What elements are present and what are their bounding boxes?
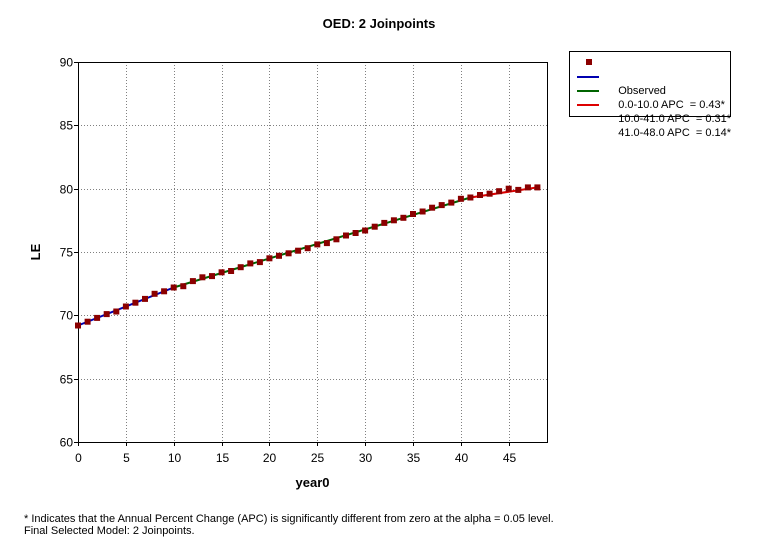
- segment-1-line-icon: [577, 76, 599, 78]
- segment-3-line-icon: [577, 104, 599, 106]
- observed-point: [515, 186, 522, 193]
- observed-point: [209, 273, 215, 280]
- legend-label-observed: Observed: [618, 85, 666, 97]
- y-tick-label: 90: [60, 56, 74, 70]
- observed-point: [199, 274, 206, 281]
- footnote-significance: * Indicates that the Annual Percent Chan…: [24, 513, 554, 525]
- observed-point: [477, 192, 483, 198]
- x-axis-title: year0: [296, 475, 330, 490]
- observed-point: [122, 303, 129, 310]
- observed-point: [505, 185, 512, 192]
- legend-label-segment-2: 10.0-41.0 APC = 0.31*: [618, 113, 732, 125]
- observed-point: [276, 252, 282, 259]
- observed-point: [419, 208, 426, 215]
- x-tick-label: 25: [311, 451, 325, 465]
- x-tick-label: 15: [216, 451, 230, 465]
- observed-point: [400, 214, 407, 221]
- observed-point: [457, 195, 464, 202]
- observed-point: [237, 264, 244, 271]
- observed-point: [381, 219, 388, 226]
- observed-point: [410, 211, 416, 217]
- observed-point: [266, 255, 273, 262]
- y-tick-label: 60: [60, 436, 74, 450]
- observed-point: [314, 241, 321, 248]
- observed-point: [84, 318, 91, 325]
- observed-point: [218, 269, 225, 276]
- observed-point: [228, 268, 235, 274]
- plot-frame: [78, 62, 548, 443]
- observed-point: [247, 260, 254, 267]
- x-tick-label: 40: [455, 451, 469, 465]
- observed-point: [94, 314, 101, 321]
- series-lines: [77, 186, 538, 327]
- observed-point: [256, 259, 263, 266]
- legend-item-segment-1: 0.0-10.0 APC = 0.43*: [570, 70, 730, 111]
- observed-point: [75, 322, 81, 329]
- observed-point: [534, 184, 541, 191]
- observed-point: [103, 311, 110, 318]
- legend-item-observed: Observed: [570, 56, 730, 97]
- x-tick-label: 45: [503, 451, 517, 465]
- chart-title: OED: 2 Joinpoints: [322, 16, 436, 31]
- observed-point: [151, 290, 158, 297]
- observed-point: [333, 236, 340, 243]
- observed-point: [448, 199, 455, 206]
- observed-point: [189, 278, 196, 285]
- x-tick-label: 10: [168, 451, 182, 465]
- observed-point: [285, 250, 292, 257]
- observed-point: [390, 217, 397, 224]
- x-tick-label: 0: [75, 451, 82, 465]
- observed-point: [371, 223, 378, 230]
- observed-point: [161, 288, 168, 295]
- observed-point: [295, 247, 302, 254]
- y-tick-label: 70: [60, 309, 74, 323]
- observed-point: [496, 188, 503, 195]
- observed-point: [180, 283, 187, 290]
- legend-item-segment-2: 10.0-41.0 APC = 0.31*: [570, 84, 731, 125]
- observed-point: [524, 184, 531, 191]
- observed-point: [343, 232, 349, 239]
- legend-label-segment-3: 41.0-48.0 APC = 0.14*: [618, 127, 732, 139]
- x-tick-label: 30: [359, 451, 373, 465]
- x-tick-label: 20: [263, 451, 277, 465]
- legend-label-segment-1: 0.0-10.0 APC = 0.43*: [618, 99, 725, 111]
- segment-2-line: [173, 196, 471, 289]
- observed-point: [429, 204, 436, 211]
- observed-points: [75, 184, 541, 329]
- observed-marker-icon: [586, 59, 592, 65]
- footnote: * Indicates that the Annual Percent Chan…: [24, 513, 554, 537]
- observed-point: [142, 295, 148, 302]
- observed-point: [467, 194, 474, 201]
- legend: Observed 0.0-10.0 APC = 0.43* 10.0-41.0 …: [569, 51, 731, 139]
- legend-item-segment-3: 41.0-48.0 APC = 0.14*: [570, 98, 731, 139]
- y-axis-title: LE: [28, 243, 43, 260]
- observed-point: [362, 227, 369, 234]
- observed-point: [352, 230, 359, 236]
- observed-point: [486, 190, 493, 197]
- grid-layer: [78, 62, 547, 442]
- x-tick-label: 35: [407, 451, 421, 465]
- y-tick-label: 65: [60, 373, 74, 387]
- y-tick-label: 85: [60, 119, 74, 133]
- observed-point: [132, 299, 139, 306]
- observed-point: [323, 240, 330, 247]
- segment-2-line-icon: [577, 90, 599, 92]
- observed-point: [170, 284, 177, 291]
- footnote-final-model: Final Selected Model: 2 Joinpoints.: [24, 525, 195, 537]
- observed-point: [304, 245, 311, 252]
- observed-point: [113, 308, 120, 315]
- ticks-layer: 60 65 70 75 80 85 90 0 5 10 15 20 25 30 35 40 45: [60, 56, 517, 466]
- y-tick-label: 75: [60, 246, 74, 260]
- x-tick-label: 5: [123, 451, 130, 465]
- y-tick-label: 80: [60, 183, 74, 197]
- observed-point: [438, 202, 445, 209]
